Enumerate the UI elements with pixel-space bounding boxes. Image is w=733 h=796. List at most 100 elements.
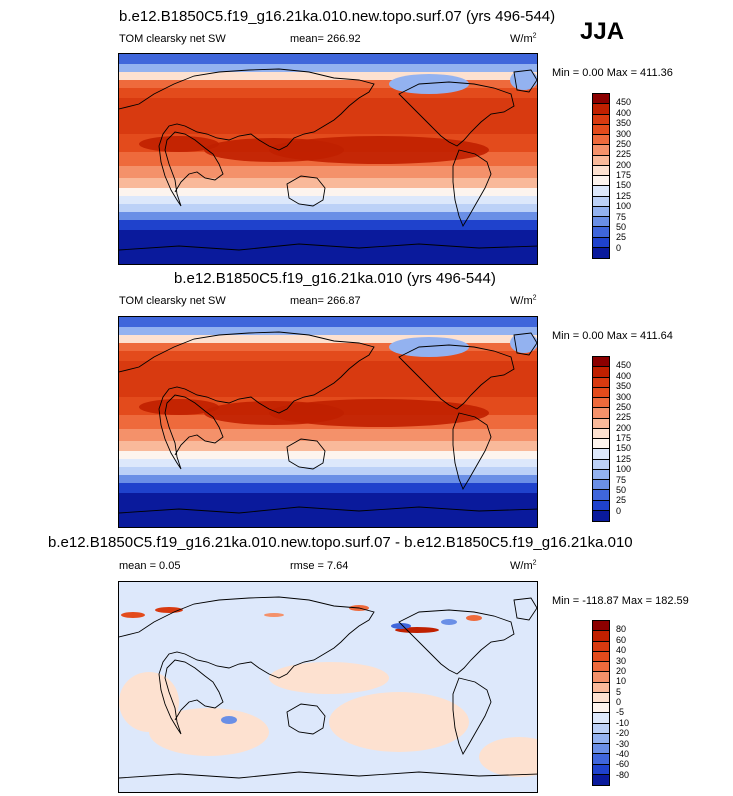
- panel1-mean: mean= 266.92: [290, 33, 361, 45]
- panel3-colorbar: [592, 620, 610, 786]
- coastline: [119, 596, 375, 735]
- colorbar-swatch: [593, 135, 609, 146]
- colorbar-swatch: [593, 713, 609, 724]
- colorbar-tick-label: 250: [616, 138, 632, 149]
- colorbar-tick-label: 200: [616, 422, 632, 433]
- panel1-title: b.e12.B1850C5.f19_g16.21ka.010.new.topo.…: [119, 8, 556, 25]
- colorbar-swatch: [593, 387, 609, 398]
- coastline: [513, 597, 537, 621]
- colorbar-tick-label: 100: [616, 201, 632, 212]
- colorbar-tick-label: 80: [616, 624, 627, 635]
- colorbar-swatch: [593, 449, 609, 460]
- coastlines: [119, 596, 537, 779]
- field-band: [119, 114, 537, 134]
- field-positive-patch: [119, 672, 179, 732]
- colorbar-tick-label: 350: [616, 118, 632, 129]
- field-band: [119, 166, 537, 178]
- panel2-mean: mean= 266.87: [290, 295, 361, 307]
- coastline: [119, 506, 537, 514]
- field-anomaly: [264, 613, 284, 617]
- colorbar-tick-label: -80: [616, 769, 630, 780]
- colorbar-tick-label: 5: [616, 686, 622, 697]
- panel3-mean: mean = 0.05: [119, 560, 181, 572]
- colorbar-swatch: [593, 398, 609, 409]
- colorbar-swatch: [593, 744, 609, 755]
- colorbar-tick-label: -30: [616, 738, 630, 749]
- colorbar-swatch: [593, 247, 609, 258]
- panel3-map: [118, 581, 538, 793]
- colorbar-tick-label: 10: [616, 676, 627, 687]
- field-band: [119, 178, 537, 188]
- coastline: [286, 438, 326, 470]
- colorbar-tick-label: 150: [616, 443, 632, 454]
- coastline: [513, 69, 537, 93]
- colorbar-swatch: [593, 408, 609, 419]
- panel2-colorbar: [592, 356, 610, 522]
- colorbar-swatch: [593, 176, 609, 187]
- colorbar-swatch: [593, 459, 609, 470]
- panel2-units: W/m2: [510, 294, 537, 307]
- colorbar-swatch: [593, 94, 609, 105]
- field-positive-patch: [149, 708, 269, 756]
- panel1-map: [118, 53, 538, 265]
- colorbar-swatch: [593, 774, 609, 785]
- field-anomaly: [466, 615, 482, 621]
- coastlines: [119, 68, 537, 251]
- colorbar-swatch: [593, 469, 609, 480]
- colorbar-swatch: [593, 227, 609, 238]
- field-positive-patch: [269, 662, 389, 694]
- colorbar-tick-label: 50: [616, 484, 627, 495]
- panel3-map-svg: [119, 582, 537, 792]
- colorbar-swatch: [593, 703, 609, 714]
- coastline: [398, 609, 515, 675]
- panel2-variable: TOM clearsky net SW: [119, 295, 226, 307]
- colorbar-swatch: [593, 641, 609, 652]
- colorbar-tick-label: 0: [616, 242, 622, 253]
- field-anomaly: [391, 623, 411, 629]
- field-band: [119, 72, 537, 80]
- colorbar-swatch: [593, 145, 609, 156]
- colorbar-tick-label: 40: [616, 645, 627, 656]
- coastline: [119, 68, 375, 207]
- colorbar-swatch: [593, 114, 609, 125]
- colorbar-swatch: [593, 439, 609, 450]
- field-ice-patch: [510, 70, 537, 90]
- colorbar-tick-label: 250: [616, 401, 632, 412]
- colorbar-tick-label: 350: [616, 381, 632, 392]
- colorbar-tick-label: 450: [616, 360, 632, 371]
- colorbar-tick-label: 175: [616, 170, 632, 180]
- coastline: [286, 175, 326, 207]
- colorbar-swatch: [593, 104, 609, 115]
- colorbar-tick-label: 0: [616, 505, 622, 516]
- colorbar-tick-label: 300: [616, 391, 632, 402]
- colorbar-swatch: [593, 155, 609, 166]
- field-band: [119, 327, 537, 335]
- field-positive-patch: [329, 692, 469, 752]
- colorbar-tick-label: 0: [616, 697, 622, 707]
- field-maximum: [204, 401, 344, 425]
- colorbar-swatch: [593, 428, 609, 439]
- colorbar-swatch: [593, 672, 609, 683]
- panel1-map-svg: [119, 54, 537, 264]
- colorbar-swatch: [593, 723, 609, 734]
- colorbar-tick-label: 150: [616, 180, 632, 191]
- colorbar-tick-label: -5: [616, 707, 625, 718]
- field-band: [119, 220, 537, 230]
- colorbar-tick-label: 300: [616, 128, 632, 139]
- coastline: [119, 331, 375, 470]
- colorbar-swatch: [593, 377, 609, 388]
- colorbar-tick-label: 125: [616, 453, 632, 464]
- coastline: [119, 243, 537, 251]
- colorbar-swatch: [593, 165, 609, 176]
- colorbar-swatch: [593, 621, 609, 632]
- panel2-title: b.e12.B1850C5.f19_g16.21ka.010 (yrs 496-…: [174, 270, 496, 287]
- field-band: [119, 188, 537, 196]
- field-band: [119, 459, 537, 467]
- colorbar-swatch: [593, 764, 609, 775]
- field-ice-patch: [510, 333, 537, 353]
- colorbar-tick-label: 75: [616, 211, 627, 222]
- colorbar-tick-label: 25: [616, 495, 627, 506]
- coastline: [398, 81, 515, 147]
- colorbar-tick-label: 400: [616, 107, 632, 118]
- coastline: [513, 332, 537, 356]
